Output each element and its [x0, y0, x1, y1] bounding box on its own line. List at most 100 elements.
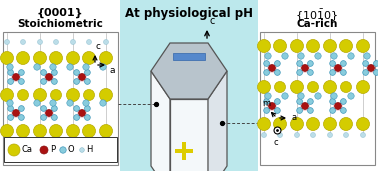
Circle shape [339, 117, 353, 130]
Bar [260, 32, 375, 165]
Circle shape [51, 70, 57, 75]
Circle shape [20, 40, 25, 44]
Bar [175, 149, 193, 153]
Circle shape [67, 51, 79, 64]
Circle shape [265, 93, 271, 99]
Text: O: O [68, 146, 74, 155]
Circle shape [51, 79, 57, 84]
Circle shape [67, 89, 79, 102]
Polygon shape [43, 109, 54, 117]
Circle shape [331, 53, 337, 59]
Circle shape [302, 65, 308, 71]
Polygon shape [170, 99, 208, 171]
Polygon shape [77, 109, 87, 117]
Circle shape [7, 64, 13, 70]
Circle shape [41, 70, 46, 75]
Circle shape [99, 51, 113, 64]
Circle shape [17, 124, 29, 137]
Circle shape [331, 93, 337, 99]
Circle shape [274, 99, 280, 104]
Circle shape [363, 61, 369, 66]
Circle shape [104, 144, 108, 149]
Circle shape [34, 64, 40, 70]
Circle shape [71, 40, 76, 44]
Circle shape [34, 89, 46, 102]
Circle shape [269, 103, 276, 109]
Polygon shape [333, 63, 343, 73]
Text: At physiological pH: At physiological pH [125, 7, 253, 20]
Polygon shape [300, 63, 310, 73]
Circle shape [34, 124, 46, 137]
Polygon shape [366, 63, 376, 73]
Polygon shape [151, 43, 227, 99]
Circle shape [294, 133, 299, 137]
Circle shape [60, 147, 66, 153]
Bar [120, 0, 258, 171]
Circle shape [274, 117, 287, 130]
Circle shape [282, 93, 288, 99]
Circle shape [34, 100, 40, 106]
Polygon shape [208, 71, 227, 171]
Circle shape [99, 89, 113, 102]
Circle shape [5, 144, 9, 149]
Circle shape [79, 74, 85, 80]
Circle shape [19, 70, 24, 75]
Circle shape [344, 133, 349, 137]
Circle shape [104, 40, 108, 44]
Text: c: c [96, 42, 101, 51]
Circle shape [324, 117, 336, 130]
Circle shape [67, 64, 73, 70]
Circle shape [99, 124, 113, 137]
Circle shape [330, 99, 336, 104]
Circle shape [257, 40, 271, 52]
Circle shape [363, 70, 369, 75]
Polygon shape [266, 102, 277, 110]
Circle shape [282, 53, 288, 59]
Circle shape [46, 74, 53, 80]
Circle shape [51, 106, 57, 111]
Circle shape [308, 61, 313, 66]
Circle shape [356, 81, 370, 94]
Circle shape [19, 115, 24, 120]
Text: c: c [274, 138, 278, 147]
Circle shape [8, 79, 14, 84]
Circle shape [373, 61, 378, 66]
Circle shape [298, 93, 304, 99]
Circle shape [297, 61, 302, 66]
Circle shape [302, 103, 308, 109]
Circle shape [8, 115, 14, 120]
Circle shape [264, 99, 270, 104]
Circle shape [297, 108, 302, 113]
Circle shape [367, 65, 375, 71]
Circle shape [265, 53, 271, 59]
Text: $\{10\bar{1}0\}$: $\{10\bar{1}0\}$ [296, 8, 339, 24]
Circle shape [335, 65, 341, 71]
Circle shape [51, 115, 57, 120]
Circle shape [274, 70, 280, 75]
Circle shape [54, 40, 59, 44]
Circle shape [315, 53, 321, 59]
Circle shape [330, 70, 336, 75]
Circle shape [315, 93, 321, 99]
Circle shape [7, 100, 13, 106]
Polygon shape [333, 102, 343, 110]
Circle shape [12, 74, 19, 80]
Circle shape [291, 40, 304, 52]
Circle shape [341, 61, 346, 66]
Circle shape [40, 146, 48, 154]
Circle shape [87, 144, 91, 149]
Circle shape [41, 106, 46, 111]
Text: a: a [109, 66, 115, 75]
Circle shape [74, 115, 79, 120]
Circle shape [0, 51, 14, 64]
Circle shape [264, 108, 270, 113]
Circle shape [339, 40, 353, 52]
Circle shape [80, 148, 84, 152]
Circle shape [50, 64, 56, 70]
Circle shape [262, 133, 266, 137]
Circle shape [17, 89, 28, 101]
Circle shape [330, 61, 336, 66]
Circle shape [364, 53, 370, 59]
Circle shape [361, 133, 366, 137]
Text: a: a [291, 114, 296, 122]
